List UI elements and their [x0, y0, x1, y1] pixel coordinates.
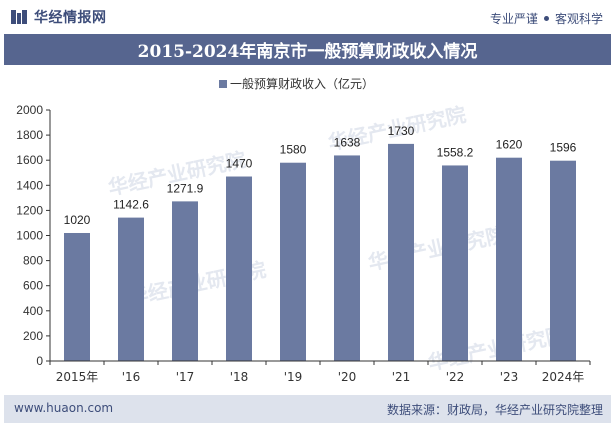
footer-url[interactable]: www.huaon.com [14, 401, 114, 415]
header-tagline: 专业严谨 客观科学 [490, 10, 603, 27]
brand-name: 华经情报网 [34, 10, 107, 26]
x-tick-label: '22 [446, 370, 465, 384]
data-label: 1470 [226, 157, 253, 171]
y-tick-label: 800 [23, 254, 43, 268]
y-axis: 0 200 400 600 800 1000 1200 1400 1600 1800 2000 [16, 103, 51, 368]
tagline-right: 客观科学 [554, 12, 603, 26]
header: 华经情报网 专业严谨 客观科学 [0, 0, 615, 34]
data-label: 1580 [280, 143, 307, 157]
bar [442, 165, 468, 361]
y-tick-label: 1800 [16, 128, 43, 142]
bar [172, 201, 198, 361]
legend-label: 一般预算财政收入（亿元） [230, 76, 374, 91]
bar [118, 217, 144, 361]
data-label: 1596 [550, 141, 577, 155]
data-label: 1638 [334, 135, 361, 149]
footer: www.huaon.com 数据来源：财政局，华经产业研究院整理 [4, 395, 611, 423]
data-label: 1142.6 [113, 198, 149, 212]
separator-dot-icon [543, 16, 549, 21]
x-tick-label: '19 [284, 370, 303, 384]
brand-logo-icon [11, 10, 27, 24]
x-tick-label: '20 [338, 370, 357, 384]
x-tick-label: '17 [176, 370, 195, 384]
bar [334, 155, 360, 361]
x-tick-label: '18 [230, 370, 249, 384]
footer-source: 数据来源：财政局，华经产业研究院整理 [386, 403, 603, 417]
x-tick-label: 2015年 [56, 370, 99, 384]
bar [280, 162, 306, 361]
y-tick-label: 600 [23, 279, 43, 293]
x-tick-label: '23 [500, 370, 519, 384]
title-bar: 2015-2024年南京市一般预算财政收入情况 [4, 34, 611, 65]
y-tick-label: 1000 [16, 229, 43, 243]
legend: 一般预算财政收入（亿元） [219, 76, 374, 91]
y-tick-label: 2000 [16, 103, 43, 117]
data-label: 1558.2 [437, 145, 474, 159]
y-tick-label: 200 [23, 329, 43, 343]
y-tick-label: 1600 [16, 153, 43, 167]
x-tick-label: 2024年 [542, 370, 585, 384]
y-tick-label: 1200 [16, 203, 43, 217]
data-label: 1730 [388, 124, 415, 138]
bar [388, 143, 414, 361]
tagline-left: 专业严谨 [489, 12, 538, 26]
bar [550, 160, 576, 361]
y-tick-label: 0 [36, 354, 43, 368]
data-label: 1271.9 [167, 181, 204, 195]
bars: 1020 1142.6 1271.9 1470 1580 1638 1730 1558.2 16… [64, 124, 577, 361]
brand: 华经情报网 [10, 8, 107, 26]
y-tick-label: 1400 [16, 178, 43, 192]
bar [496, 157, 522, 361]
data-label: 1020 [64, 213, 91, 227]
legend-swatch [219, 80, 227, 88]
x-tick-label: '16 [122, 370, 141, 384]
chart-title: 2015-2024年南京市一般预算财政收入情况 [137, 42, 478, 62]
bar [64, 232, 90, 361]
bar-chart: 华经产业研究院华经产业研究院华经产业研究院华经产业研究院华经产业研究院 一般预算… [16, 76, 591, 384]
watermark-text: 华经产业研究院 [366, 222, 508, 275]
y-tick-label: 400 [23, 304, 43, 318]
bar [226, 176, 252, 361]
data-label: 1620 [496, 138, 523, 152]
x-axis: 2015年 '16 '17 '18 '19 '20 '21 '22 '23 2024年 [49, 360, 591, 384]
x-tick-label: '21 [392, 370, 411, 384]
